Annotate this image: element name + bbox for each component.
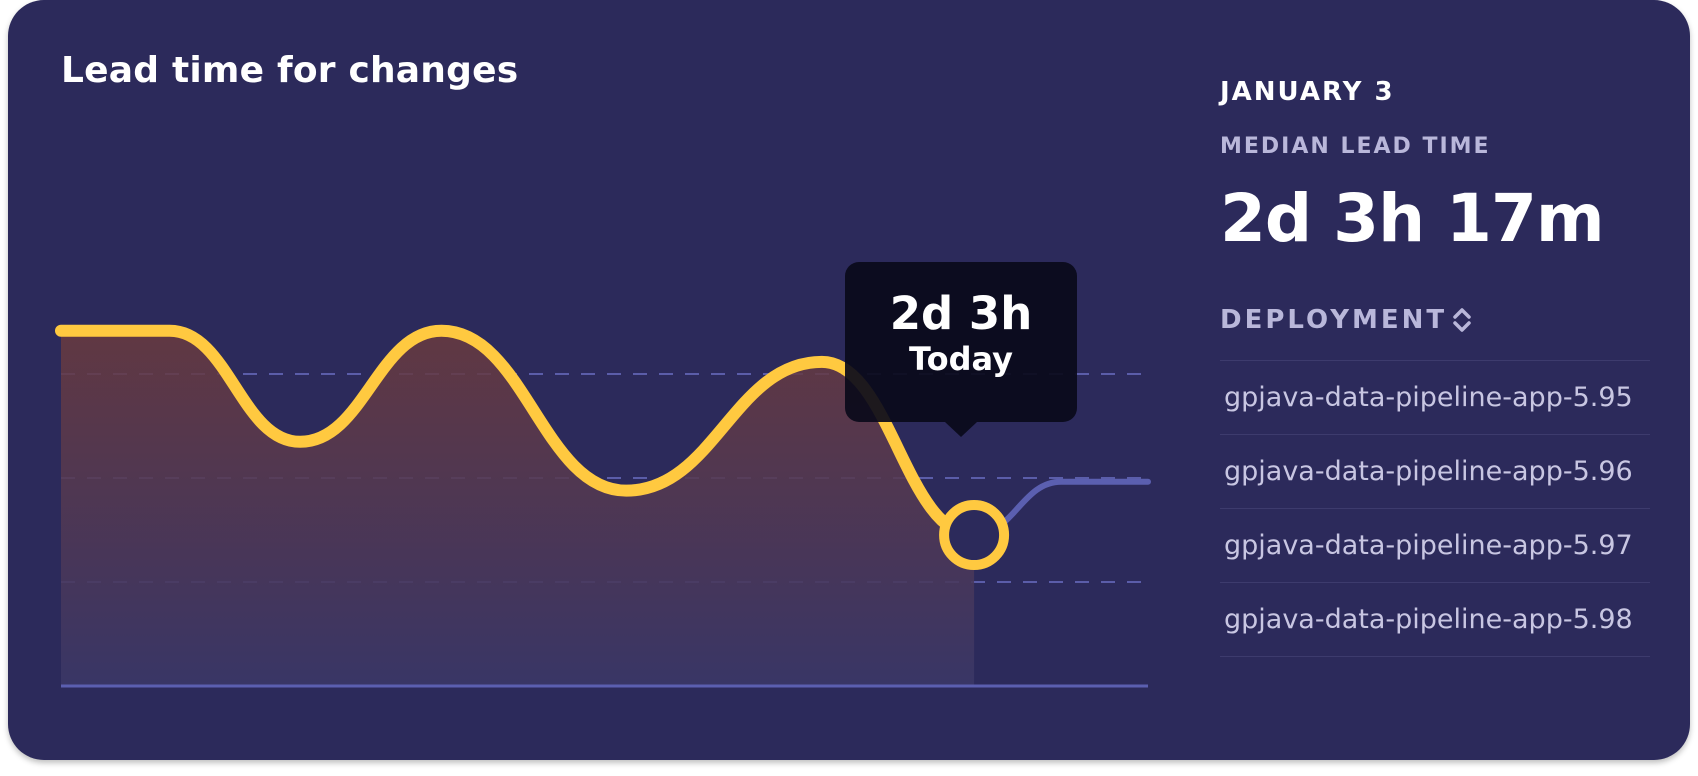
selected-date: JANUARY 3 [1220,77,1395,107]
deployment-item[interactable]: gpjava-data-pipeline-app-5.95 [1220,361,1650,435]
selected-point-marker [939,500,1010,571]
tooltip-value: 2d 3h [889,287,1033,340]
median-lead-time-label: MEDIAN LEAD TIME [1220,134,1491,159]
lead-time-chart [55,324,1151,688]
deployment-list: gpjava-data-pipeline-app-5.95 gpjava-dat… [1220,360,1650,657]
chart-area-fill [61,330,975,686]
tooltip-label: Today [909,340,1013,378]
sort-updown-icon [1453,308,1471,332]
chart-tooltip: 2d 3h Today [845,262,1077,437]
deployment-sort-header[interactable]: DEPLOYMENT [1220,305,1473,335]
lead-time-line [55,324,981,542]
chart-markers [939,500,1010,571]
deployment-item[interactable]: gpjava-data-pipeline-app-5.98 [1220,583,1650,657]
deployment-item[interactable]: gpjava-data-pipeline-app-5.96 [1220,435,1650,509]
deployment-header-label: DEPLOYMENT [1220,305,1448,335]
card-title: Lead time for changes [61,50,519,91]
lead-time-card: Lead time for changes 2d 3h Today JANUAR… [8,0,1690,760]
highlighted-area [61,330,975,686]
deployment-item[interactable]: gpjava-data-pipeline-app-5.97 [1220,509,1650,583]
median-lead-time-value: 2d 3h 17m [1220,180,1605,257]
